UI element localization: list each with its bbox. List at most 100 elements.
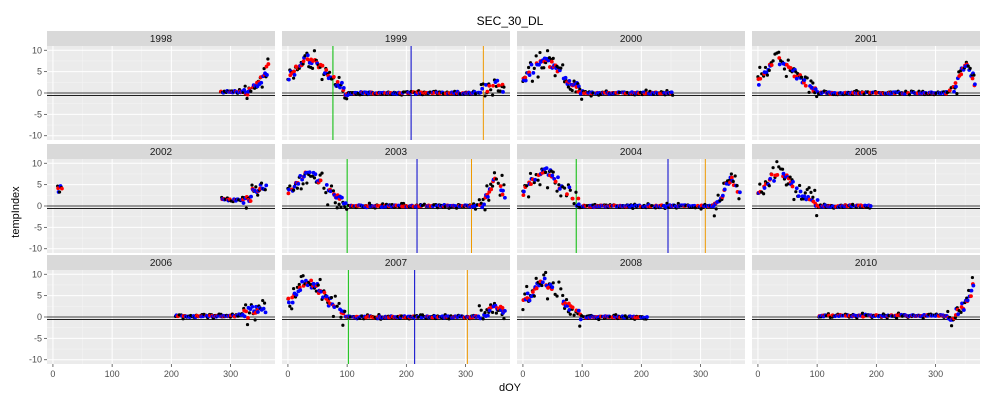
data-point-blue <box>973 82 977 87</box>
data-point-obs <box>907 93 912 97</box>
data-point-obs <box>329 184 334 188</box>
data-point-blue <box>321 295 325 300</box>
data-point-obs <box>542 273 546 277</box>
strip-label-2003: 2003 <box>385 147 408 158</box>
strip-label-2006: 2006 <box>150 258 173 269</box>
data-point-obs <box>570 88 574 93</box>
data-point-blue <box>501 188 505 193</box>
x-tick-label: 0 <box>755 369 760 379</box>
strip-label-2007: 2007 <box>385 258 408 269</box>
y-tick-label: 5 <box>37 67 42 77</box>
data-point-obs <box>545 186 550 190</box>
data-point-obs <box>473 207 478 211</box>
data-point-obs <box>809 190 813 194</box>
data-point-obs <box>494 311 498 315</box>
data-point-obs <box>780 167 785 171</box>
data-point-obs <box>292 76 296 80</box>
data-point-blue <box>242 88 247 92</box>
data-point-red <box>969 294 973 298</box>
data-point-obs <box>244 206 248 210</box>
data-point-blue <box>338 85 342 90</box>
data-point-obs <box>970 275 975 280</box>
data-point-red <box>318 178 323 183</box>
data-point-obs <box>731 179 735 184</box>
data-point-red <box>335 79 340 84</box>
data-point-red <box>523 75 528 80</box>
data-point-blue <box>567 79 572 83</box>
data-point-obs <box>502 85 506 89</box>
data-point-blue <box>300 177 305 182</box>
x-tick-label: 200 <box>164 369 179 379</box>
data-point-red <box>309 278 314 283</box>
data-point-obs <box>758 65 762 69</box>
data-point-red <box>60 186 64 191</box>
data-point-obs <box>536 178 540 182</box>
data-point-obs <box>733 174 737 178</box>
data-point-blue <box>478 316 483 321</box>
data-point-obs <box>532 180 536 185</box>
data-point-obs <box>972 73 976 77</box>
data-point-red <box>246 315 250 320</box>
data-point-obs <box>243 84 247 88</box>
data-point-red <box>290 295 295 300</box>
x-tick-label: 100 <box>105 369 120 379</box>
panel-2005: 2005 <box>752 144 980 253</box>
data-point-red <box>301 59 306 64</box>
data-point-red <box>549 59 554 64</box>
data-point-blue <box>722 187 727 192</box>
data-point-red <box>491 83 495 88</box>
data-point-obs <box>777 165 781 169</box>
data-point-red <box>777 56 782 60</box>
data-point-blue <box>576 308 581 313</box>
data-point-blue <box>343 201 348 206</box>
strip-2002 <box>47 144 275 159</box>
data-point-obs <box>794 190 798 194</box>
data-point-obs <box>339 205 343 209</box>
panel-2001: 2001 <box>752 31 980 140</box>
data-point-red <box>324 68 329 72</box>
data-point-obs <box>561 293 565 298</box>
data-point-obs <box>555 294 559 298</box>
data-point-obs <box>262 301 267 305</box>
data-point-obs <box>527 65 531 70</box>
x-tick-label: 100 <box>575 369 590 379</box>
data-point-red <box>322 290 327 295</box>
data-point-obs <box>502 183 506 187</box>
data-point-blue <box>540 280 545 285</box>
data-point-blue <box>557 186 562 191</box>
data-point-blue <box>292 184 297 189</box>
x-tick-label: 0 <box>50 369 55 379</box>
data-point-obs <box>260 85 264 89</box>
data-point-obs <box>339 315 343 319</box>
data-point-obs <box>329 295 334 300</box>
data-point-blue <box>546 58 551 63</box>
data-point-blue <box>341 86 346 90</box>
data-point-blue <box>527 298 532 303</box>
data-point-obs <box>483 208 487 212</box>
data-point-obs <box>490 310 495 314</box>
data-point-obs <box>564 297 569 302</box>
data-point-blue <box>576 202 581 207</box>
data-point-obs <box>807 90 811 95</box>
data-point-obs <box>557 183 561 187</box>
data-point-blue <box>501 90 505 94</box>
strip-2010 <box>752 255 980 270</box>
data-point-red <box>565 192 569 197</box>
strip-2000 <box>517 31 745 46</box>
data-point-blue <box>772 179 776 183</box>
data-point-obs <box>566 85 571 89</box>
data-point-obs <box>572 201 576 206</box>
data-point-obs <box>955 92 959 96</box>
data-point-blue <box>503 195 507 200</box>
data-point-obs <box>542 66 546 70</box>
data-point-obs <box>968 66 972 70</box>
data-point-obs <box>521 307 525 312</box>
data-point-red <box>947 88 952 93</box>
data-point-obs <box>798 183 802 188</box>
data-point-obs <box>786 58 790 62</box>
data-point-red <box>485 89 490 94</box>
data-point-blue <box>868 204 873 208</box>
data-point-blue <box>286 77 291 82</box>
data-point-obs <box>716 193 720 197</box>
data-point-obs <box>253 318 257 322</box>
